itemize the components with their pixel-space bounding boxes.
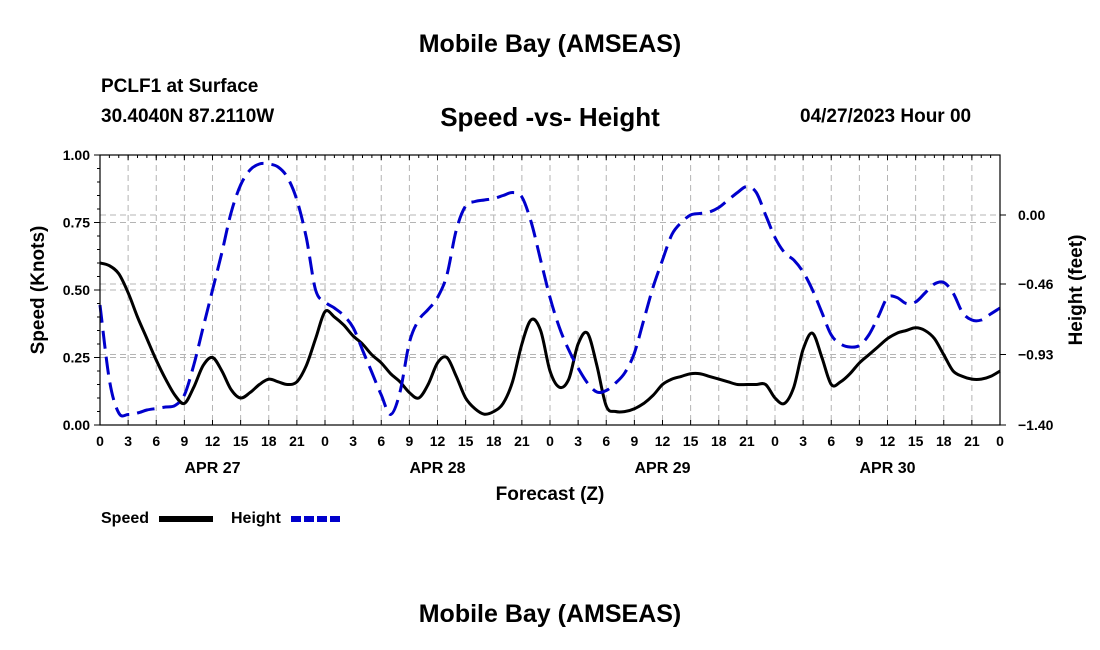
x-tick-label: 9 — [180, 433, 188, 449]
coordinates-label: 30.4040N 87.2110W — [101, 106, 275, 127]
x-tick-label: 21 — [289, 433, 305, 449]
ticks: 0 3 6 9 12 15 18 21 0 3 6 9 12 15 18 21 0 3 6 9 12 15 18 21 0 3 6 9… — [63, 147, 1054, 477]
x-tick-label: 3 — [799, 433, 807, 449]
y-tick-label: 1.00 — [63, 147, 90, 163]
speed-height-chart: 0 3 6 9 12 15 18 21 0 3 6 9 12 15 18 21 0 3 6 9 12 15 18 21 0 3 6 9… — [28, 147, 1087, 505]
x-tick-label: 3 — [124, 433, 132, 449]
x-tick-label: 3 — [574, 433, 582, 449]
x-tick-label: 0 — [321, 433, 329, 449]
x-tick-label: 9 — [630, 433, 638, 449]
x-tick-label: 12 — [655, 433, 671, 449]
x-tick-label: 9 — [855, 433, 863, 449]
series-line-speed — [99, 261, 1001, 416]
y-tick-label: 0.00 — [63, 417, 90, 433]
x-tick-label: 15 — [908, 433, 924, 449]
day-label: APR 29 — [634, 460, 690, 477]
x-tick-label: 18 — [936, 433, 952, 449]
x-tick-label: 6 — [602, 433, 610, 449]
station-label: PCLF1 at Surface — [101, 76, 259, 97]
x-tick-label: 15 — [233, 433, 249, 449]
legend-swatch-speed — [159, 516, 213, 522]
legend-label-height: Height — [231, 510, 281, 527]
x-tick-label: 18 — [711, 433, 727, 449]
y2-tick-label: 0.00 — [1018, 207, 1045, 223]
x-tick-label: 15 — [683, 433, 699, 449]
x-axis-title: Forecast (Z) — [496, 484, 605, 505]
y2-axis-title: Height (feet) — [1066, 235, 1087, 346]
x-tick-label: 0 — [546, 433, 554, 449]
y-tick-label: 0.25 — [63, 350, 90, 366]
x-tick-label: 21 — [739, 433, 755, 449]
x-tick-label: 18 — [261, 433, 277, 449]
day-label: APR 28 — [409, 460, 465, 477]
legend-label-speed: Speed — [101, 510, 150, 527]
x-tick-label: 3 — [349, 433, 357, 449]
x-tick-label: 6 — [152, 433, 160, 449]
x-tick-label: 18 — [486, 433, 502, 449]
y2-tick-label: −1.40 — [1018, 417, 1054, 433]
x-tick-label: 0 — [96, 433, 104, 449]
y2-tick-label: −0.93 — [1018, 347, 1054, 363]
legend-swatch-height — [291, 516, 343, 522]
x-tick-label: 0 — [996, 433, 1004, 449]
x-tick-label: 6 — [827, 433, 835, 449]
series-line-height — [98, 161, 1001, 418]
x-tick-label: 21 — [514, 433, 530, 449]
x-tick-label: 12 — [205, 433, 221, 449]
page-title: Mobile Bay (AMSEAS) — [418, 30, 682, 58]
y2-tick-label: −0.46 — [1018, 276, 1054, 292]
x-tick-label: 0 — [771, 433, 779, 449]
day-label: APR 30 — [859, 460, 915, 477]
x-tick-label: 12 — [430, 433, 446, 449]
x-tick-label: 6 — [377, 433, 385, 449]
day-label: APR 27 — [184, 460, 240, 477]
y-tick-label: 0.75 — [63, 215, 90, 231]
chart-title: Speed -vs- Height — [440, 102, 660, 132]
x-tick-label: 21 — [964, 433, 980, 449]
forecast-datetime: 04/27/2023 Hour 00 — [800, 106, 972, 127]
x-tick-label: 9 — [405, 433, 413, 449]
y-tick-label: 0.50 — [63, 282, 90, 298]
series-layer — [98, 161, 1001, 418]
footer-title: Mobile Bay (AMSEAS) — [418, 600, 682, 628]
y-axis-title: Speed (Knots) — [28, 226, 49, 355]
x-tick-label: 15 — [458, 433, 474, 449]
x-tick-label: 12 — [880, 433, 896, 449]
